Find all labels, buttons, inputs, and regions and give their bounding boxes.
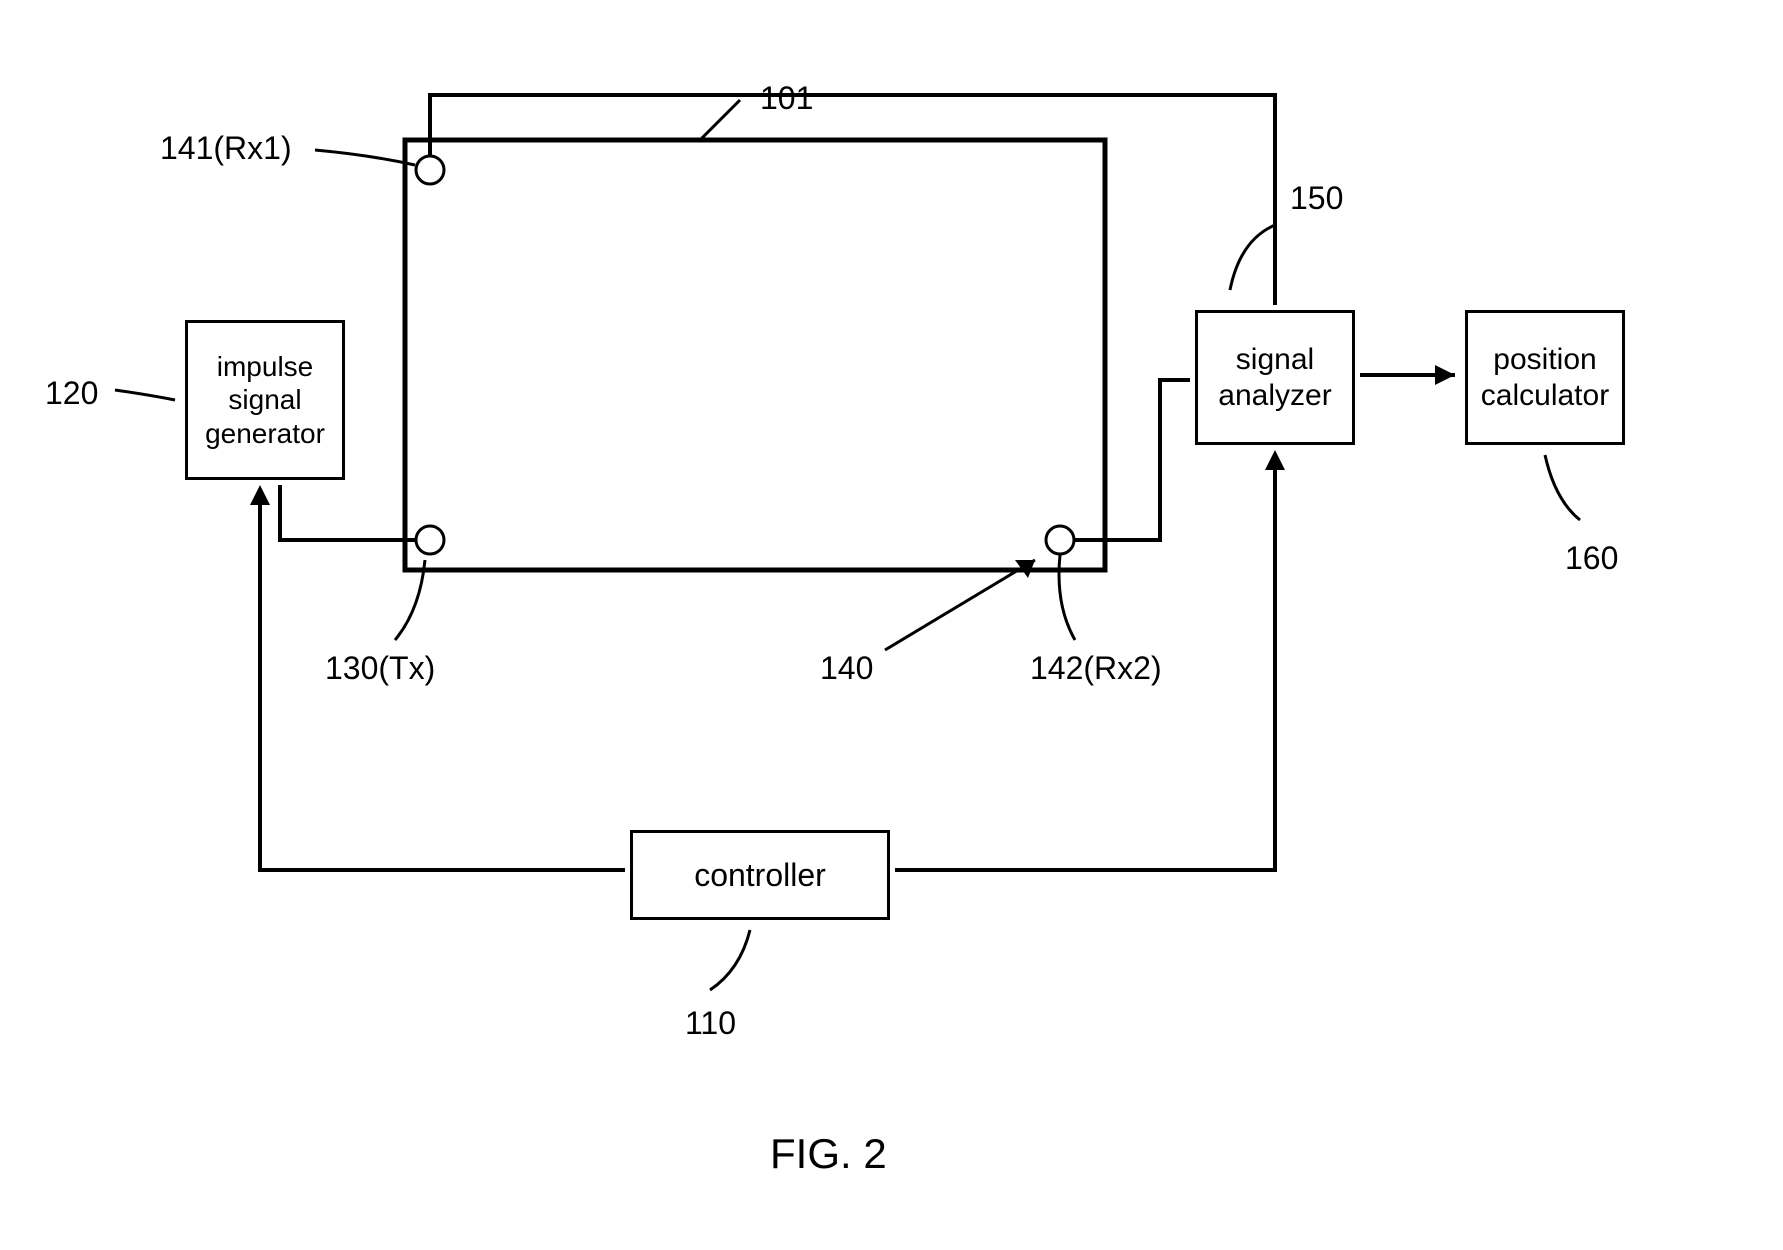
leader-160 [1545, 455, 1580, 520]
leader-110 [710, 930, 750, 990]
label-rx2: 142(Rx2) [1030, 650, 1162, 687]
label-150: 150 [1290, 180, 1343, 217]
controller-block: controller [630, 830, 890, 920]
label-120: 120 [45, 375, 98, 412]
impulse-generator-label: impulsesignalgenerator [205, 350, 325, 451]
leader-101 [700, 100, 740, 140]
controller-label: controller [694, 856, 826, 894]
label-rx1: 141(Rx1) [160, 130, 292, 167]
diagram-svg [0, 0, 1783, 1250]
figure-caption: FIG. 2 [770, 1130, 887, 1178]
label-140: 140 [820, 650, 873, 687]
label-101: 101 [760, 80, 813, 117]
label-tx: 130(Tx) [325, 650, 435, 687]
signal-analyzer-block: signalanalyzer [1195, 310, 1355, 445]
arrow-ctrl-analyzer [1265, 450, 1285, 470]
conn-gen-tx [280, 485, 415, 540]
label-160: 160 [1565, 540, 1618, 577]
leader-120 [115, 390, 175, 400]
position-calculator-block: positioncalculator [1465, 310, 1625, 445]
node-tx [416, 526, 444, 554]
arrow-ctrl-gen [250, 485, 270, 505]
conn-rx1-analyzer [430, 95, 1275, 305]
block-diagram: impulsesignalgenerator signalanalyzer po… [0, 0, 1783, 1250]
node-rx1 [416, 156, 444, 184]
position-calculator-label: positioncalculator [1481, 342, 1609, 414]
impulse-generator-block: impulsesignalgenerator [185, 320, 345, 480]
label-110: 110 [685, 1005, 736, 1042]
arrow-analyzer-calc [1435, 365, 1455, 385]
signal-analyzer-label: signalanalyzer [1218, 342, 1331, 414]
leader-rx1 [315, 150, 415, 165]
panel-rect [405, 140, 1105, 570]
conn-rx2-analyzer [1075, 380, 1190, 540]
leader-140 [885, 560, 1035, 650]
leader-150 [1230, 225, 1275, 290]
node-rx2 [1046, 526, 1074, 554]
